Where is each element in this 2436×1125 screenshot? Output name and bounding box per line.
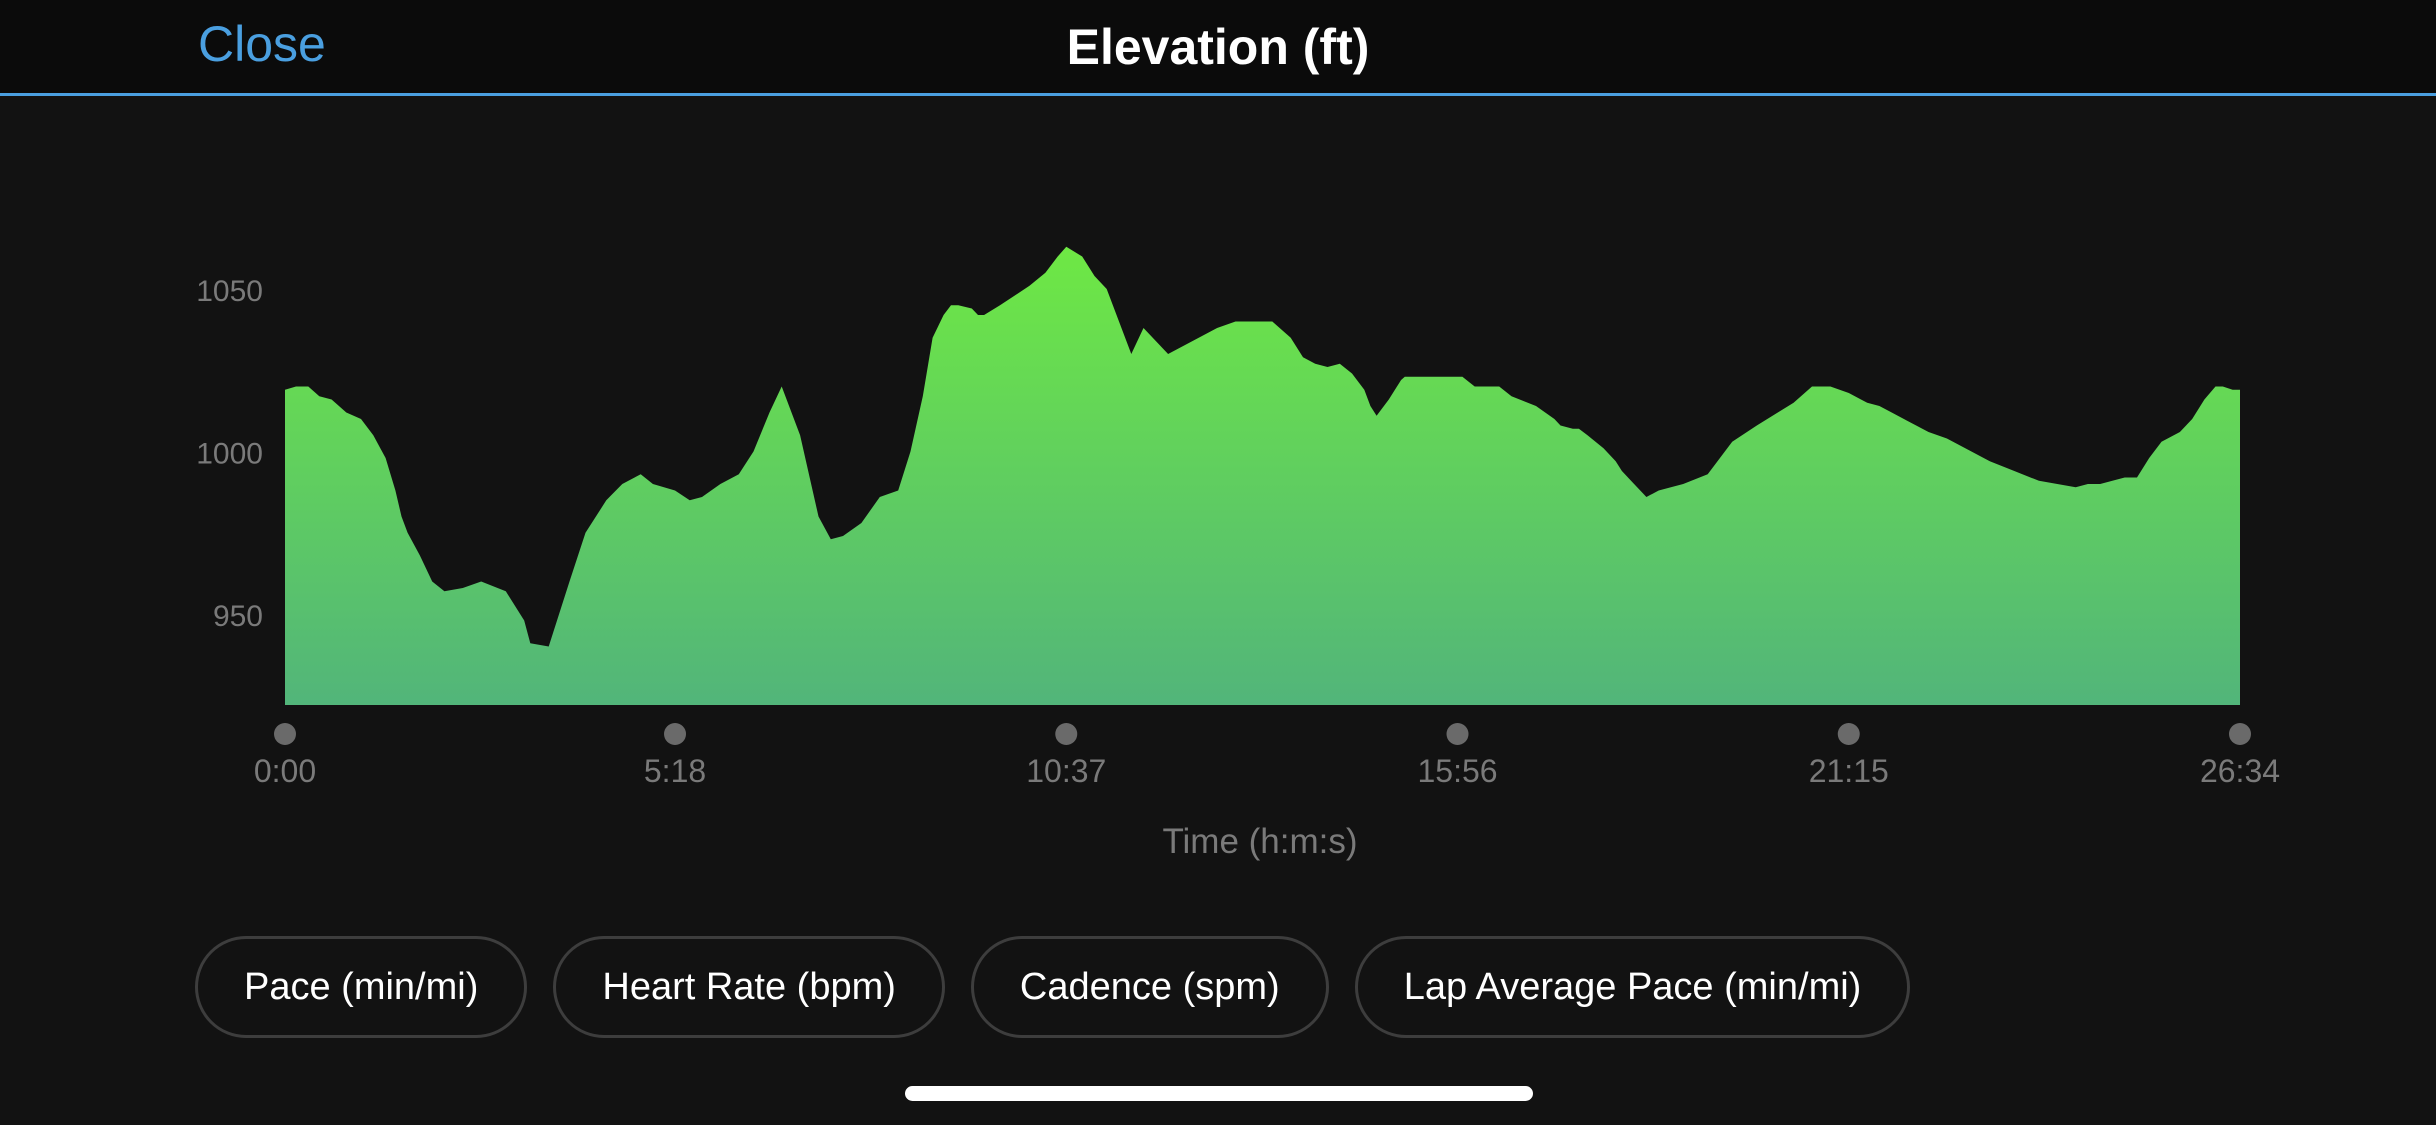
x-tick-marker	[1837, 723, 1860, 745]
top-bar: Close Elevation (ft)	[0, 0, 2436, 96]
x-tick-marker	[1446, 723, 1469, 745]
x-tick-label: 15:56	[1417, 753, 1497, 789]
page-title: Elevation (ft)	[1066, 19, 1370, 75]
heart-rate-metric-button[interactable]: Heart Rate (bpm)	[553, 936, 945, 1038]
cadence-metric-button[interactable]: Cadence (spm)	[970, 936, 1329, 1038]
x-tick-marker	[274, 723, 296, 745]
y-tick-label: 950	[213, 600, 263, 633]
x-tick-label: 5:18	[644, 753, 706, 789]
x-tick-label: 21:15	[1809, 753, 1889, 789]
x-tick-label: 26:34	[2200, 753, 2280, 789]
x-axis: 0:00 5:18 10:37 15:56 21:15 26:34	[254, 723, 2280, 789]
elevation-area-series	[285, 246, 2240, 706]
elevation-chart: 950 1000 1050 0:00 5:18 10:37 15:56 21:15 26:34	[196, 246, 2280, 789]
x-tick-marker	[1055, 723, 1078, 745]
x-tick-marker	[2229, 723, 2251, 745]
home-indicator[interactable]	[905, 1086, 1533, 1101]
lap-average-pace-metric-button[interactable]: Lap Average Pace (min/mi)	[1354, 936, 1911, 1038]
y-axis: 950 1000 1050	[196, 275, 263, 633]
pace-metric-button[interactable]: Pace (min/mi)	[195, 936, 528, 1038]
x-tick-label: 10:37	[1026, 753, 1106, 789]
x-tick-marker	[664, 723, 687, 745]
y-tick-label: 1050	[196, 275, 263, 308]
x-axis-title: Time (h:m:s)	[1162, 822, 1358, 861]
metric-selector: Pace (min/mi) Heart Rate (bpm) Cadence (…	[195, 936, 1911, 1038]
close-button[interactable]: Close	[198, 16, 326, 72]
x-tick-label: 0:00	[254, 753, 316, 789]
y-tick-label: 1000	[196, 438, 263, 471]
